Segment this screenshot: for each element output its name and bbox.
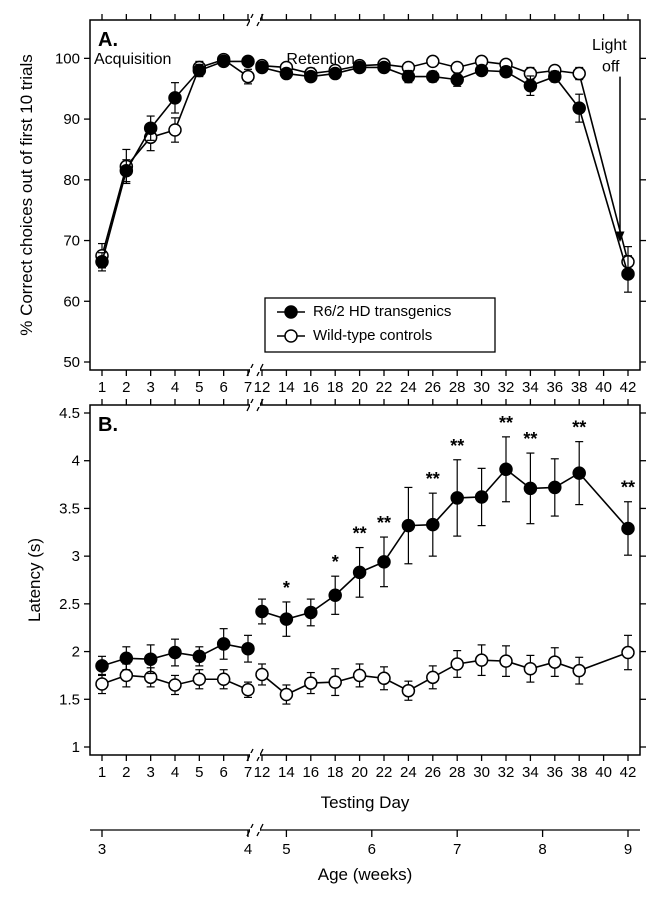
svg-text:20: 20	[351, 379, 368, 396]
svg-text:Retention: Retention	[286, 51, 355, 68]
svg-text:1: 1	[72, 739, 80, 756]
svg-text:Light: Light	[592, 37, 627, 54]
svg-text:5: 5	[195, 379, 203, 396]
svg-text:36: 36	[546, 379, 563, 396]
svg-text:7: 7	[453, 841, 461, 858]
svg-text:34: 34	[522, 764, 539, 781]
svg-text:5: 5	[282, 841, 290, 858]
svg-text:4: 4	[171, 764, 179, 781]
svg-text:Testing Day: Testing Day	[321, 793, 410, 812]
svg-text:2: 2	[72, 644, 80, 661]
svg-text:70: 70	[63, 233, 80, 250]
svg-text:3: 3	[72, 548, 80, 565]
svg-text:3: 3	[98, 841, 106, 858]
svg-text:3: 3	[146, 379, 154, 396]
svg-text:30: 30	[473, 379, 490, 396]
svg-text:16: 16	[302, 379, 319, 396]
svg-text:5: 5	[195, 764, 203, 781]
svg-text:**: **	[523, 429, 537, 449]
svg-text:Acquisition: Acquisition	[94, 51, 171, 68]
svg-text:42: 42	[620, 764, 637, 781]
svg-text:26: 26	[424, 764, 441, 781]
svg-text:6: 6	[368, 841, 376, 858]
svg-text:40: 40	[595, 379, 612, 396]
svg-text:40: 40	[595, 764, 612, 781]
svg-text:A.: A.	[98, 29, 118, 51]
svg-text:4: 4	[72, 453, 80, 470]
svg-text:90: 90	[63, 111, 80, 128]
svg-text:18: 18	[327, 379, 344, 396]
svg-text:28: 28	[449, 764, 466, 781]
svg-text:2.5: 2.5	[59, 596, 80, 613]
svg-text:12: 12	[254, 379, 271, 396]
svg-text:14: 14	[278, 379, 295, 396]
svg-text:22: 22	[376, 764, 393, 781]
svg-text:Age (weeks): Age (weeks)	[318, 865, 412, 884]
svg-text:1: 1	[98, 379, 106, 396]
svg-text:80: 80	[63, 172, 80, 189]
svg-text:38: 38	[571, 379, 588, 396]
svg-text:7: 7	[244, 764, 252, 781]
svg-text:8: 8	[538, 841, 546, 858]
svg-text:50: 50	[63, 354, 80, 371]
svg-text:16: 16	[302, 764, 319, 781]
svg-text:9: 9	[624, 841, 632, 858]
svg-text:**: **	[377, 513, 391, 533]
svg-text:60: 60	[63, 293, 80, 310]
figure-container: 5060708090100123456712141618202224262830…	[0, 0, 670, 899]
svg-text:3.5: 3.5	[59, 500, 80, 517]
svg-text:6: 6	[219, 379, 227, 396]
chart-svg: 5060708090100123456712141618202224262830…	[0, 0, 670, 899]
svg-text:4: 4	[244, 841, 252, 858]
svg-text:100: 100	[55, 50, 80, 67]
svg-text:36: 36	[546, 764, 563, 781]
svg-text:1: 1	[98, 764, 106, 781]
svg-text:7: 7	[244, 379, 252, 396]
svg-text:R6/2 HD transgenics: R6/2 HD transgenics	[313, 303, 451, 320]
svg-text:*: *	[283, 578, 290, 598]
svg-text:30: 30	[473, 764, 490, 781]
svg-text:34: 34	[522, 379, 539, 396]
svg-text:26: 26	[424, 379, 441, 396]
svg-text:Latency (s): Latency (s)	[25, 538, 44, 622]
svg-text:**: **	[450, 436, 464, 456]
svg-text:**: **	[621, 478, 635, 498]
svg-text:% Correct choices out of first: % Correct choices out of first 10 trials	[17, 54, 36, 336]
svg-text:3: 3	[146, 764, 154, 781]
svg-text:28: 28	[449, 379, 466, 396]
svg-text:*: *	[332, 552, 339, 572]
svg-text:32: 32	[498, 379, 515, 396]
svg-text:4.5: 4.5	[59, 405, 80, 422]
svg-text:1.5: 1.5	[59, 691, 80, 708]
svg-text:off: off	[602, 58, 620, 75]
svg-text:2: 2	[122, 379, 130, 396]
svg-text:42: 42	[620, 379, 637, 396]
svg-text:24: 24	[400, 764, 417, 781]
svg-text:22: 22	[376, 379, 393, 396]
svg-text:20: 20	[351, 764, 368, 781]
svg-text:32: 32	[498, 764, 515, 781]
svg-text:14: 14	[278, 764, 295, 781]
svg-text:24: 24	[400, 379, 417, 396]
svg-text:6: 6	[219, 764, 227, 781]
svg-text:2: 2	[122, 764, 130, 781]
svg-text:**: **	[572, 418, 586, 438]
svg-text:**: **	[499, 413, 513, 433]
svg-text:4: 4	[171, 379, 179, 396]
svg-text:**: **	[426, 469, 440, 489]
svg-text:B.: B.	[98, 414, 118, 436]
svg-text:12: 12	[254, 764, 271, 781]
svg-text:Wild-type controls: Wild-type controls	[313, 327, 432, 344]
svg-text:**: **	[353, 524, 367, 544]
svg-text:38: 38	[571, 764, 588, 781]
svg-text:18: 18	[327, 764, 344, 781]
